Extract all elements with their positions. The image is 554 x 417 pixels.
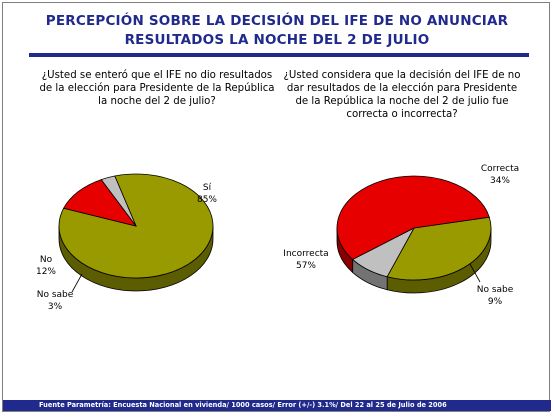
question-left: ¿Usted se enteró que el IFE no dio resul… <box>39 70 275 107</box>
slice-label-left-2: No sabe <box>37 290 74 300</box>
slice-value-left-2: 3% <box>48 302 63 312</box>
slice-value-right-1: 9% <box>488 297 503 307</box>
title-line-2: RESULTADOS LA NOCHE DEL 2 DE JULIO <box>124 32 430 48</box>
slice-value-left-0: 85% <box>197 195 217 205</box>
slice-value-right-2: 57% <box>296 261 316 271</box>
leader-line-right-1 <box>469 263 481 283</box>
title-underline <box>29 53 529 57</box>
pie-right: Correcta 34% No sabe 9% Incorrecta 57% <box>283 164 519 307</box>
page-title: PERCEPCIÓN SOBRE LA DECISIÓN DEL IFE DE … <box>0 12 554 50</box>
slice-label-right-0: Correcta <box>481 164 519 174</box>
leader-line-left-2 <box>71 273 83 293</box>
title-line-1: PERCEPCIÓN SOBRE LA DECISIÓN DEL IFE DE … <box>45 13 509 29</box>
slice-label-right-2: Incorrecta <box>283 249 328 259</box>
question-right: ¿Usted considera que la decisión del IFE… <box>283 70 521 120</box>
slice-label-right-1: No sabe <box>477 285 514 295</box>
pie-slice-left-2 <box>100 175 137 227</box>
slice-value-left-1: 12% <box>36 267 56 277</box>
slice-label-left-0: Sí <box>203 183 212 193</box>
slice-label-left-1: No <box>40 255 53 265</box>
pie-slice-right-2 <box>336 175 490 260</box>
pie-slice-right-0 <box>386 216 492 281</box>
source-footer: Fuente Parametría: Encuesta Nacional en … <box>3 400 551 411</box>
slice-value-right-0: 34% <box>490 176 510 186</box>
pie-left: Sí 85% No 12% No sabe 3% <box>36 173 217 312</box>
